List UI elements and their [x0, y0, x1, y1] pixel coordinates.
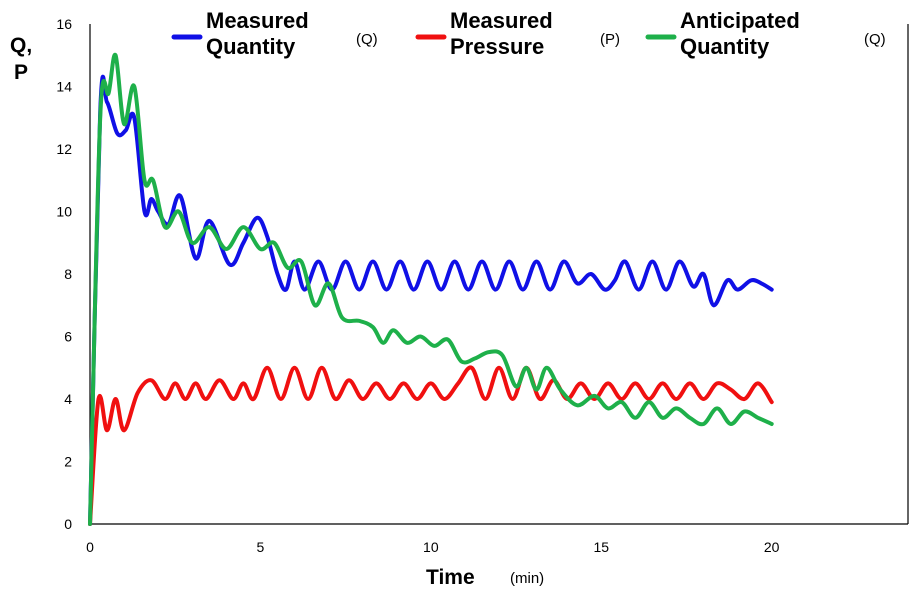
legend-label-line2: Quantity [206, 34, 296, 59]
x-axis-unit: (min) [510, 570, 544, 587]
legend: Measured Quantity (Q) Measured Pressure … [171, 8, 886, 59]
y-tick-label: 4 [64, 391, 72, 407]
y-tick-label: 16 [56, 16, 72, 32]
legend-item-measured-quantity: Measured Quantity (Q) [171, 8, 378, 59]
series-line-1 [88, 365, 774, 526]
legend-label-line2: Quantity [680, 34, 770, 59]
legend-item-measured-pressure: Measured Pressure (P) [415, 8, 620, 59]
series-lines [88, 52, 774, 526]
plot-area [89, 24, 909, 525]
x-tick-label: 10 [423, 539, 439, 555]
x-axis-title: Time [426, 566, 475, 589]
x-tick-label: 5 [257, 539, 265, 555]
legend-label-line1: Measured [206, 8, 309, 33]
legend-label-line2: Pressure [450, 34, 544, 59]
y-tick-label: 8 [64, 266, 72, 282]
legend-label-line1: Measured [450, 8, 553, 33]
y-tick-label: 2 [64, 454, 72, 470]
x-tick-label: 15 [593, 539, 609, 555]
y-axis-title-line1: Q, [10, 34, 32, 57]
legend-label-line1: Anticipated [680, 8, 800, 33]
y-tick-label: 6 [64, 329, 72, 345]
y-tick-labels: 0 2 4 6 8 10 12 14 16 [56, 16, 72, 532]
series-line-2 [88, 52, 774, 526]
y-axis-title-line2: P [14, 61, 28, 84]
legend-unit: (Q) [864, 31, 886, 48]
legend-unit: (P) [600, 31, 620, 48]
y-tick-label: 12 [56, 141, 72, 157]
series-line-0 [88, 74, 774, 526]
x-tick-labels: 0 5 10 15 20 [86, 539, 780, 555]
legend-item-anticipated-quantity: Anticipated Quantity (Q) [645, 8, 886, 59]
y-tick-label: 10 [56, 204, 72, 220]
legend-unit: (Q) [356, 31, 378, 48]
x-tick-label: 0 [86, 539, 94, 555]
y-tick-label: 0 [64, 516, 72, 532]
y-tick-label: 14 [56, 79, 72, 95]
x-tick-label: 20 [764, 539, 780, 555]
